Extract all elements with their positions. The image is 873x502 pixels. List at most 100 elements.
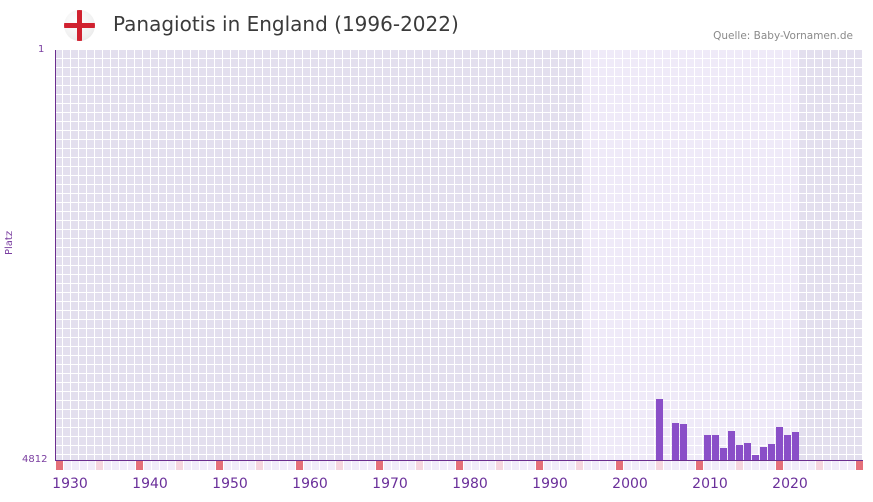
bar-2011[interactable] xyxy=(720,447,727,460)
bar-2013[interactable] xyxy=(736,445,743,460)
year-marker xyxy=(280,461,287,470)
grid-column xyxy=(271,50,279,460)
year-marker xyxy=(584,461,591,470)
grid-column xyxy=(751,50,759,460)
year-marker xyxy=(544,461,551,470)
year-marker xyxy=(168,461,175,470)
chart-title: Panagiotis in England (1996-2022) xyxy=(113,12,459,36)
year-marker xyxy=(536,461,543,470)
grid-column xyxy=(383,50,391,460)
year-marker xyxy=(296,461,303,470)
grid-column xyxy=(479,50,487,460)
bar-2015[interactable] xyxy=(752,454,759,460)
grid-column xyxy=(455,50,463,460)
grid-column xyxy=(255,50,263,460)
bar-2018[interactable] xyxy=(776,427,783,460)
grid-column xyxy=(639,50,647,460)
year-marker xyxy=(376,461,383,470)
grid-column xyxy=(535,50,543,460)
grid-column xyxy=(487,50,495,460)
year-marker xyxy=(528,461,535,470)
grid-column xyxy=(239,50,247,460)
year-marker xyxy=(288,461,295,470)
x-tick-label: 1990 xyxy=(532,476,568,492)
grid-column xyxy=(151,50,159,460)
grid-column xyxy=(783,50,791,460)
grid-column xyxy=(167,50,175,460)
bar-2020[interactable] xyxy=(792,432,799,460)
bar-2010[interactable] xyxy=(712,435,719,460)
grid-column xyxy=(423,50,431,460)
source-label: Quelle: Baby-Vornamen.de xyxy=(713,30,853,42)
grid-column xyxy=(375,50,383,460)
grid-column xyxy=(247,50,255,460)
year-marker xyxy=(576,461,583,470)
year-marker xyxy=(640,461,647,470)
grid-column xyxy=(631,50,639,460)
year-marker xyxy=(568,461,575,470)
year-marker xyxy=(432,461,439,470)
year-marker xyxy=(552,461,559,470)
year-marker xyxy=(768,461,775,470)
grid-column xyxy=(327,50,335,460)
year-marker xyxy=(512,461,519,470)
grid-column xyxy=(183,50,191,460)
grid-column xyxy=(391,50,399,460)
grid-column xyxy=(335,50,343,460)
grid-column xyxy=(663,50,671,460)
year-marker xyxy=(272,461,279,470)
grid-column xyxy=(319,50,327,460)
year-marker xyxy=(560,461,567,470)
year-marker xyxy=(344,461,351,470)
bar-2012[interactable] xyxy=(728,431,735,460)
grid-column xyxy=(591,50,599,460)
year-marker xyxy=(136,461,143,470)
year-marker xyxy=(352,461,359,470)
grid-column xyxy=(135,50,143,460)
year-marker xyxy=(472,461,479,470)
grid-column xyxy=(655,50,663,460)
bar-2016[interactable] xyxy=(760,446,767,460)
grid-column xyxy=(695,50,703,460)
x-tick-label: 2010 xyxy=(692,476,728,492)
grid-column xyxy=(343,50,351,460)
year-marker xyxy=(520,461,527,470)
grid-column xyxy=(527,50,535,460)
grid-column xyxy=(567,50,575,460)
grid-column xyxy=(175,50,183,460)
grid-column xyxy=(223,50,231,460)
bar-2017[interactable] xyxy=(768,443,775,460)
bar-2003[interactable] xyxy=(656,399,663,460)
grid-column xyxy=(647,50,655,460)
year-marker xyxy=(312,461,319,470)
bar-2006[interactable] xyxy=(680,424,687,460)
year-marker xyxy=(744,461,751,470)
grid-column xyxy=(199,50,207,460)
year-marker xyxy=(232,461,239,470)
bar-2005[interactable] xyxy=(672,423,679,460)
grid-column xyxy=(503,50,511,460)
bar-2019[interactable] xyxy=(784,435,791,460)
year-marker xyxy=(696,461,703,470)
year-marker xyxy=(792,461,799,470)
year-marker xyxy=(616,461,623,470)
grid-column xyxy=(415,50,423,460)
grid-column xyxy=(607,50,615,460)
grid-column xyxy=(79,50,87,460)
x-tick-label: 1940 xyxy=(132,476,168,492)
plot-area xyxy=(55,50,863,460)
year-marker xyxy=(760,461,767,470)
year-marker xyxy=(384,461,391,470)
grid-column xyxy=(679,50,687,460)
grid-column xyxy=(231,50,239,460)
grid-column xyxy=(207,50,215,460)
grid-column xyxy=(519,50,527,460)
year-marker xyxy=(264,461,271,470)
bar-2009[interactable] xyxy=(704,435,711,460)
bar-2014[interactable] xyxy=(744,442,751,460)
year-marker xyxy=(592,461,599,470)
year-marker xyxy=(720,461,727,470)
year-marker xyxy=(688,461,695,470)
year-marker xyxy=(800,461,807,470)
grid-column xyxy=(823,50,831,460)
